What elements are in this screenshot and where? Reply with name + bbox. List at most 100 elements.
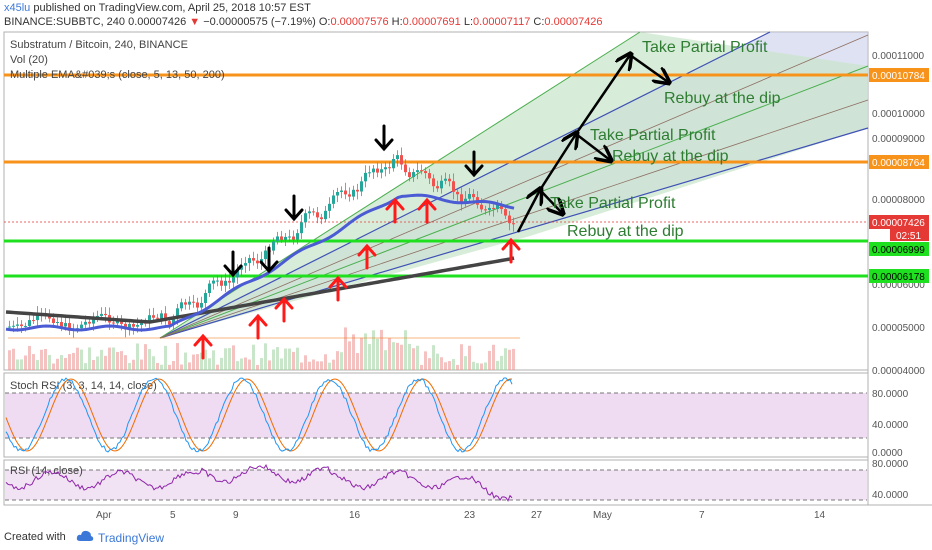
candle-body (420, 170, 423, 172)
stoch-band (5, 393, 867, 438)
volume-bar (264, 343, 267, 370)
candle-body (104, 313, 107, 316)
main-legend-title[interactable]: Substratum / Bitcoin, 240, BINANCE (10, 39, 188, 51)
volume-bar (404, 330, 407, 370)
created-with-label: Created with (4, 531, 66, 543)
candle-body (240, 265, 243, 270)
volume-bar (136, 343, 139, 370)
candle-body (24, 326, 27, 328)
candle-body (252, 258, 255, 261)
ema-legend[interactable]: Multiple EMA&#039;s (close, 5, 13, 50, 2… (10, 69, 225, 81)
rsi-path (5, 463, 513, 502)
volume-bar (16, 359, 19, 370)
candle-body (140, 322, 143, 326)
candle-body (324, 210, 327, 220)
rsi-legend[interactable]: RSI (14, close) (10, 465, 83, 477)
volume-bar (140, 359, 143, 370)
candle-body (416, 170, 419, 173)
volume-bar (20, 359, 23, 370)
candle-body (348, 194, 351, 197)
stoch-tick: 0.0000 (872, 448, 903, 459)
candle-body (168, 321, 171, 325)
symbol-label: BINANCE:SUBBTC, 240 (4, 16, 126, 28)
volume-bar (260, 358, 263, 370)
volume-bar (312, 359, 315, 370)
time-tick: 5 (170, 510, 176, 521)
tradingview-brand[interactable]: TradingView (98, 531, 165, 545)
stoch-axis: 80.0000 40.0000 0.0000 (872, 389, 909, 459)
volume-bar (428, 358, 431, 370)
candle-body (472, 194, 475, 198)
author-name[interactable]: x45lu (4, 2, 31, 14)
stoch-tick: 40.0000 (872, 420, 909, 431)
volume-bar (420, 364, 423, 370)
sell-arrow-icon (284, 194, 304, 222)
volume-bar (328, 362, 331, 370)
volume-bar (280, 358, 283, 370)
volume-bar (124, 355, 127, 370)
volume-bar (320, 361, 323, 370)
candle-body (392, 159, 395, 169)
volume-bar (228, 348, 231, 370)
candle-body (484, 209, 487, 211)
stoch-lines (5, 377, 513, 453)
volume-bar (64, 357, 67, 370)
candle-body (204, 293, 207, 304)
candle-body (228, 280, 231, 283)
volume-bar (172, 360, 175, 370)
volume-bar (104, 355, 107, 370)
sell-arrow-icon (464, 150, 484, 178)
volume-bar (164, 345, 167, 370)
volume-bar (8, 350, 11, 370)
volume-bar (500, 355, 503, 370)
badge-last: 0.00007426 (872, 218, 925, 229)
volume-bar (468, 345, 471, 370)
rebuy-label-2: Rebuy at the dip (612, 148, 729, 165)
volume-bar (40, 349, 43, 370)
volume-bar (360, 337, 363, 370)
last-price: 0.00007426 (128, 16, 187, 28)
rsi-pane[interactable] (3, 459, 869, 506)
volume-bar (336, 351, 339, 370)
time-axis[interactable]: Apr 5 9 16 23 27 May 7 14 (96, 510, 826, 521)
volume-bar (176, 343, 179, 370)
volume-legend[interactable]: Vol (20) (10, 54, 48, 66)
candle-body (272, 241, 275, 251)
candle-body (80, 324, 83, 329)
publish-info: published on TradingView.com, April 25, … (33, 2, 311, 14)
candle-body (284, 236, 287, 240)
chart-canvas[interactable]: Take Partial Profit Rebuy at the dip Tak… (0, 30, 932, 526)
footer: Created with TradingView (0, 526, 932, 550)
sell-arrow-icon (223, 250, 243, 278)
volume-bar (448, 361, 451, 370)
buy-arrow-icon (328, 275, 348, 302)
volume-bar (200, 352, 203, 370)
candle-body (340, 190, 343, 192)
stoch-legend[interactable]: Stoch RSI (3, 3, 14, 14, close) (10, 380, 157, 392)
candle-body (424, 171, 427, 174)
volume-bar (452, 359, 455, 370)
price-tick: 0.00004000 (872, 366, 925, 377)
candle-body (512, 223, 515, 225)
volume-bar (248, 359, 251, 370)
rsi-tick: 80.0000 (872, 459, 909, 470)
volume-bar (496, 360, 499, 370)
candle-body (236, 269, 239, 278)
buy-arrow-icon (385, 197, 405, 224)
candle-body (440, 180, 443, 189)
volume-bar (112, 347, 115, 370)
candle-body (296, 233, 299, 240)
candle-body (52, 318, 55, 323)
candle-body (320, 217, 323, 220)
tradingview-cloud-icon[interactable] (76, 529, 94, 543)
candle-body (372, 168, 375, 173)
take-profit-label-3: Take Partial Profit (642, 39, 768, 56)
price-axis[interactable]: 0.00011000 0.00010000 0.00009000 0.00008… (872, 51, 925, 377)
volume-bar (204, 349, 207, 370)
volume-bar (236, 361, 239, 370)
candle-body (496, 204, 499, 209)
volume-bar (232, 345, 235, 370)
candle-body (356, 189, 359, 192)
buy-arrow-icon (274, 296, 294, 323)
volume-bar (432, 345, 435, 370)
